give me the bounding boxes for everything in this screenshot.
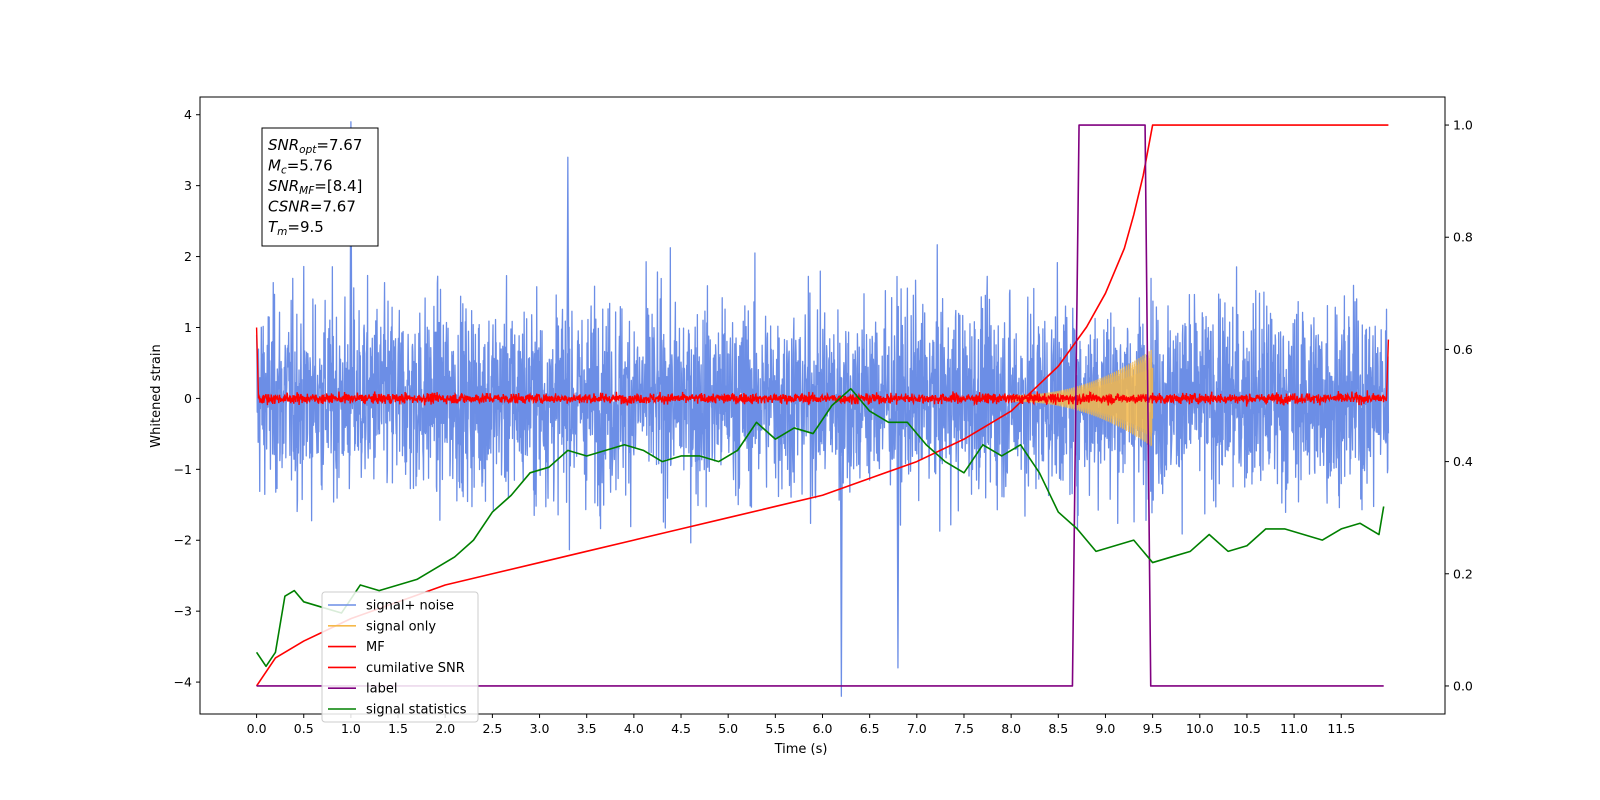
- plot-series: [255, 121, 1390, 697]
- series-mf: [255, 327, 1390, 407]
- y2-tick-label: 0.0: [1453, 678, 1473, 693]
- series-signal-noise: [255, 121, 1390, 697]
- y-tick-label: 1: [184, 320, 192, 335]
- plot-area: [255, 121, 1390, 697]
- legend-label: MF: [366, 640, 385, 655]
- y2-tick-label: 0.6: [1453, 342, 1473, 357]
- x-tick-label: 0.5: [294, 721, 314, 736]
- x-tick-label: 11.0: [1280, 721, 1308, 736]
- legend-label: cumilative SNR: [366, 661, 465, 676]
- series-signal-only: [1010, 349, 1154, 447]
- annotation-line: CSNR=7.67: [268, 198, 356, 216]
- legend-label: signal statistics: [366, 703, 467, 718]
- annotation-line: SNRMF=[8.4]: [268, 177, 362, 197]
- x-tick-label: 4.5: [671, 721, 691, 736]
- x-tick-label: 5.5: [765, 721, 785, 736]
- x-tick-label: 5.0: [718, 721, 738, 736]
- x-tick-label: 7.5: [954, 721, 974, 736]
- legend: signal+ noise signal only MF cumilative SNR…: [321, 591, 479, 723]
- y-tick-label: −2: [174, 533, 192, 548]
- y-tick-label: 2: [184, 249, 192, 264]
- annotation-line: SNRopt=7.67: [268, 136, 362, 156]
- annotation-frame: [261, 127, 379, 247]
- x-tick-label: 2.5: [482, 721, 502, 736]
- y2-tick-label: 0.4: [1453, 454, 1473, 469]
- y2-tick-label: 0.2: [1453, 566, 1473, 581]
- series-label: [256, 124, 1384, 687]
- x-tick-label: 9.5: [1143, 721, 1163, 736]
- legend-label: label: [366, 682, 397, 697]
- legend-frame: [321, 591, 479, 723]
- y2-tick-label: 0.8: [1453, 230, 1473, 245]
- x-tick-label: 6.5: [860, 721, 880, 736]
- x-tick-label: 6.0: [813, 721, 833, 736]
- x-tick-label: 8.0: [1001, 721, 1021, 736]
- y-tick-label: 4: [184, 107, 192, 122]
- y-tick-label: −1: [174, 462, 192, 477]
- x-tick-label: 3.0: [530, 721, 550, 736]
- x-tick-label: 2.0: [435, 721, 455, 736]
- legend-label: signal only: [366, 619, 436, 634]
- y-tick-label: −4: [174, 675, 192, 690]
- y-tick-label: 3: [184, 178, 192, 193]
- x-axis-label: Time (s): [774, 742, 828, 757]
- x-tick-label: 9.0: [1096, 721, 1116, 736]
- annotation-line: Mc=5.76: [268, 157, 333, 177]
- x-tick-label: 1.5: [388, 721, 408, 736]
- x-tick-label: 3.5: [577, 721, 597, 736]
- x-tick-label: 0.0: [247, 721, 267, 736]
- annotation-line: Tm=9.5: [268, 218, 324, 238]
- x-tick-label: 1.0: [341, 721, 361, 736]
- x-tick-label: 8.5: [1048, 721, 1068, 736]
- x-tick-label: 4.0: [624, 721, 644, 736]
- axes: 0.0 0.5 1.0 1.5 2.0 2.5 3.0 3.5 4.0 4.5 5.0 5.5 6.0 6…: [174, 96, 1473, 736]
- y2-tick-label: 1.0: [1453, 118, 1473, 133]
- x-tick-label: 10.5: [1233, 721, 1261, 736]
- y-axis-label: Whitened strain: [149, 344, 164, 447]
- series-signal-statistics: [255, 387, 1385, 668]
- x-tick-label: 10.0: [1186, 721, 1214, 736]
- x-tick-label: 11.5: [1327, 721, 1355, 736]
- x-tick-label: 7.0: [907, 721, 927, 736]
- legend-label: signal+ noise: [366, 599, 454, 614]
- y-tick-label: 0: [184, 391, 192, 406]
- y-tick-label: −3: [174, 604, 192, 619]
